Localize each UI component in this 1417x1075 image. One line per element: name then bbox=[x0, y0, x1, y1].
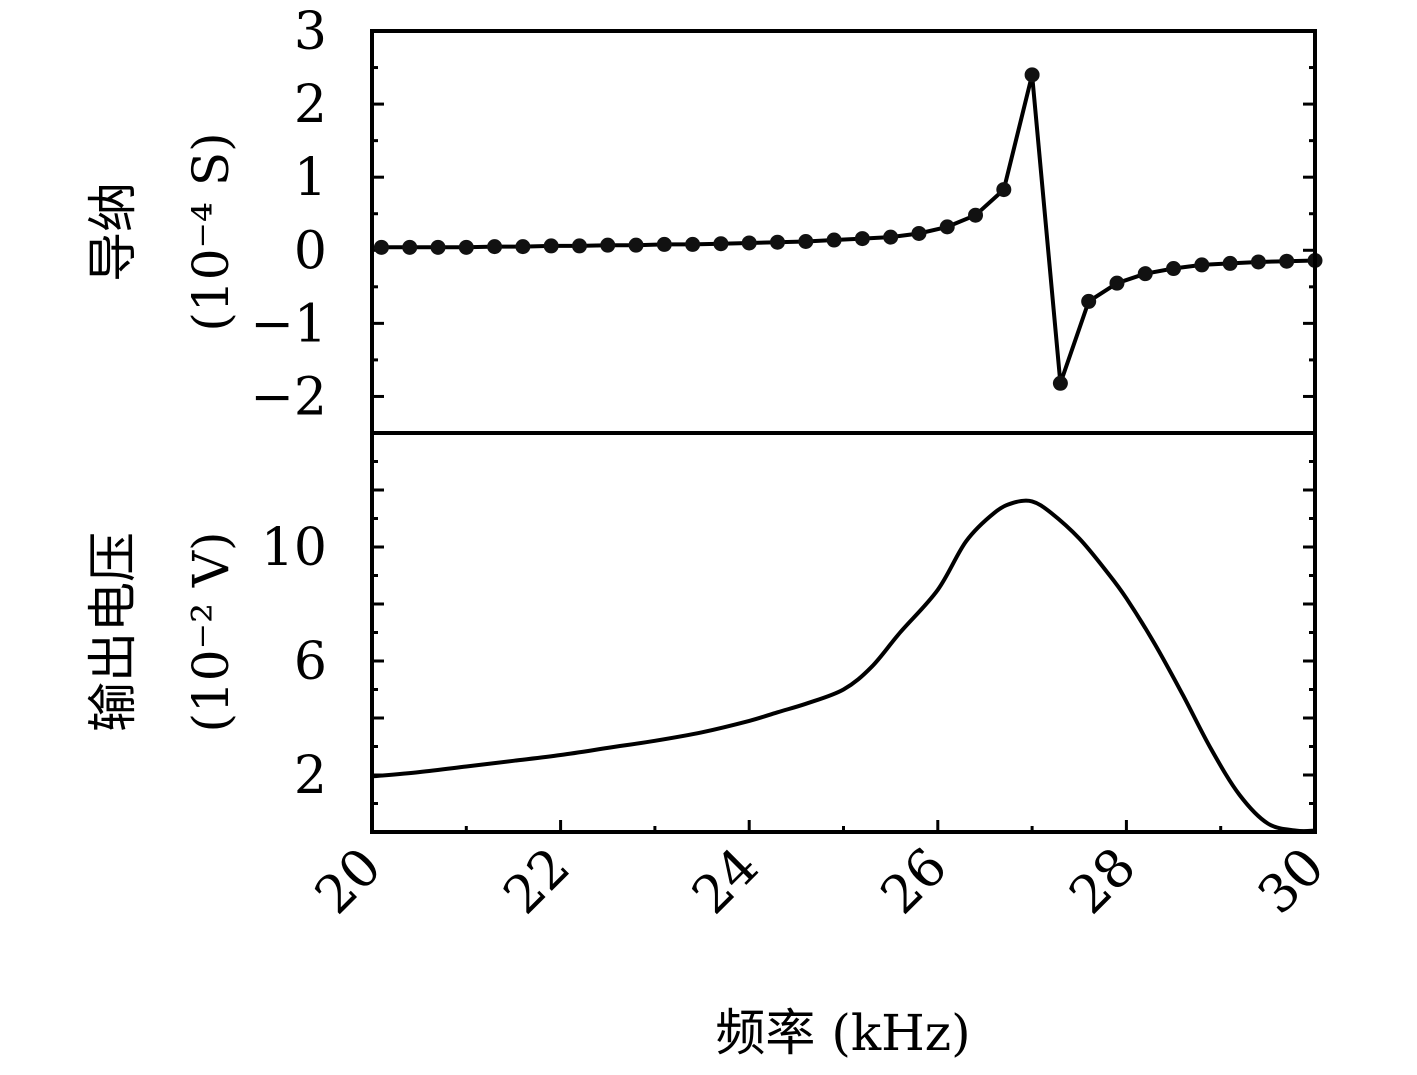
data-point-marker bbox=[741, 235, 757, 251]
data-point-marker bbox=[713, 236, 729, 252]
voltage-y-ticks bbox=[372, 460, 1315, 805]
data-point-marker bbox=[1166, 261, 1182, 277]
data-point-marker bbox=[430, 239, 446, 255]
x-tick-label: 28 bbox=[1058, 837, 1147, 926]
data-point-marker bbox=[883, 229, 899, 245]
data-point-marker bbox=[656, 236, 672, 252]
data-point-marker bbox=[996, 182, 1012, 198]
data-point-marker bbox=[1250, 254, 1266, 270]
x-tick-label: 26 bbox=[870, 837, 959, 926]
data-point-marker bbox=[798, 234, 814, 250]
data-point-marker bbox=[1194, 257, 1210, 273]
y-tick-label: 2 bbox=[294, 746, 327, 806]
data-point-marker bbox=[458, 239, 474, 255]
y-tick-label: 2 bbox=[294, 75, 327, 135]
data-point-marker bbox=[968, 207, 984, 223]
data-point-marker bbox=[1024, 67, 1040, 83]
data-point-marker bbox=[854, 231, 870, 247]
voltage-y-axis-title-line1: 输出电压 bbox=[84, 532, 142, 732]
data-point-marker bbox=[543, 238, 559, 254]
x-tick-label: 24 bbox=[681, 837, 770, 926]
voltage-y-tick-labels: 2 6 10 bbox=[261, 518, 327, 806]
data-point-marker bbox=[1109, 275, 1125, 291]
admittance-series-markers bbox=[373, 67, 1323, 391]
data-point-marker bbox=[1052, 375, 1068, 391]
admittance-y-tick-labels: 3 2 1 0 −1 −2 bbox=[250, 2, 327, 427]
admittance-plot-frame bbox=[370, 29, 1317, 435]
data-point-marker bbox=[939, 219, 955, 235]
data-point-marker bbox=[826, 232, 842, 248]
data-point-marker bbox=[571, 238, 587, 254]
admittance-y-ticks bbox=[372, 29, 1315, 435]
x-tick-label: 30 bbox=[1247, 837, 1336, 926]
data-point-marker bbox=[769, 234, 785, 250]
y-tick-label: 1 bbox=[294, 148, 327, 208]
data-point-marker bbox=[402, 239, 418, 255]
data-point-marker bbox=[685, 236, 701, 252]
data-point-marker bbox=[1137, 266, 1153, 282]
x-tick-label: 22 bbox=[493, 837, 582, 926]
y-tick-label: −2 bbox=[250, 367, 327, 427]
admittance-y-axis-title-line2: (10⁻⁴ S) bbox=[182, 132, 240, 331]
x-axis-tick-labels: 20 22 24 26 28 30 bbox=[304, 837, 1336, 926]
data-point-marker bbox=[1222, 255, 1238, 271]
voltage-plot-frame bbox=[370, 431, 1317, 834]
y-tick-label: −1 bbox=[250, 294, 327, 354]
data-point-marker bbox=[600, 237, 616, 253]
data-point-marker bbox=[515, 239, 531, 255]
y-tick-label: 6 bbox=[294, 632, 327, 692]
x-axis-title: 频率 (kHz) bbox=[715, 1004, 970, 1062]
y-tick-label: 10 bbox=[261, 518, 327, 578]
voltage-series-line bbox=[371, 498, 1316, 834]
data-point-marker bbox=[1279, 253, 1295, 269]
voltage-panel: 2 6 10 bbox=[261, 460, 1316, 834]
data-point-marker bbox=[1081, 293, 1097, 309]
y-tick-label: 3 bbox=[294, 2, 327, 62]
x-tick-label: 20 bbox=[304, 837, 393, 926]
y-tick-label: 0 bbox=[294, 221, 327, 281]
data-point-marker bbox=[373, 239, 389, 255]
data-point-marker bbox=[911, 225, 927, 241]
admittance-y-axis-title-line1: 导纳 bbox=[84, 182, 142, 282]
voltage-y-axis-title-line2: (10⁻² V) bbox=[182, 531, 240, 732]
admittance-panel: 3 2 1 0 −1 −2 bbox=[250, 2, 1323, 435]
admittance-series-line bbox=[381, 72, 1316, 386]
data-point-marker bbox=[628, 237, 644, 253]
data-point-marker bbox=[487, 239, 503, 255]
